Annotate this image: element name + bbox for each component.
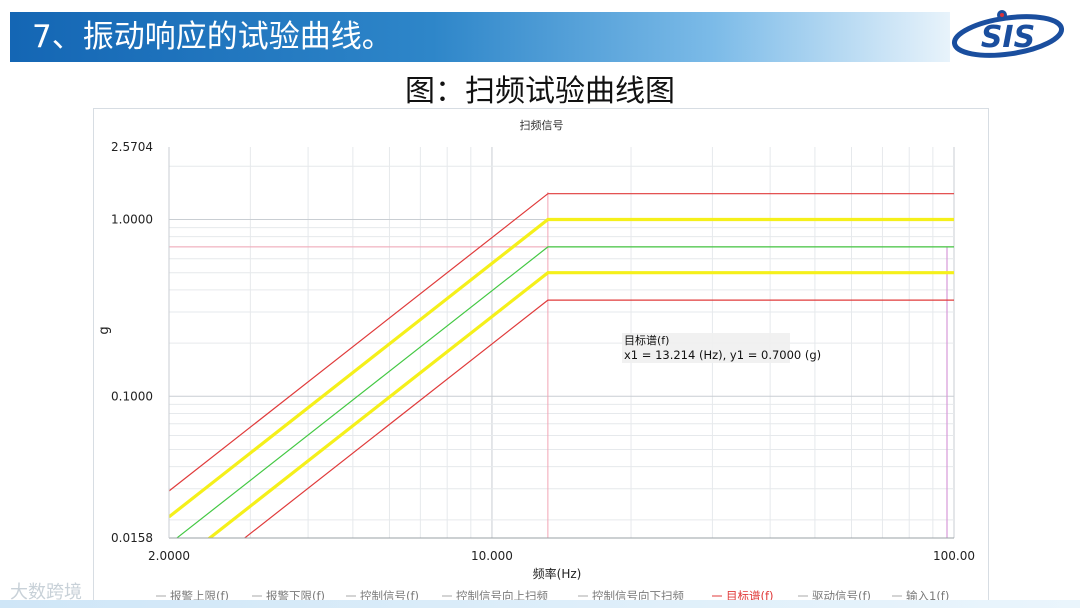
series-line-5 <box>168 246 954 545</box>
x-axis-label: 频率(Hz) <box>533 566 582 581</box>
series-line-4 <box>168 271 954 572</box>
plot-area <box>169 147 954 538</box>
legend-item: 输入1(f) <box>906 589 949 601</box>
watermark-text: 大数跨境 <box>10 582 82 603</box>
annotation-title: 目标谱(f) <box>624 333 669 347</box>
y-tick-label: 2.5704 <box>111 140 153 154</box>
plot-left-mask <box>94 109 169 601</box>
sweep-chart: 扫频信号 0.0158 0.1000 1.0000 2.5704 2.0000 10.000… <box>94 109 988 601</box>
x-tick-label: 10.000 <box>471 549 513 563</box>
legend-item: 报警上限(f) <box>170 589 229 601</box>
figure-title: 图：扫频试验曲线图 <box>405 74 675 109</box>
legend-item: 报警下限(f) <box>266 589 325 601</box>
bottom-stripe <box>0 600 1080 608</box>
plot-bottom-mask <box>94 538 988 601</box>
x-tick-label: 100.00 <box>933 549 975 563</box>
annotation-text: x1 = 13.214 (Hz), y1 = 0.7000 (g) <box>624 348 821 362</box>
chart-panel: 扫频信号 0.0158 0.1000 1.0000 2.5704 2.0000 10.000… <box>93 108 989 602</box>
legend-item: 目标谱(f) <box>726 589 774 601</box>
cursor-annotation: 目标谱(f)x1 = 13.214 (Hz), y1 = 0.7000 (g) <box>622 333 821 363</box>
x-tick-label: 2.0000 <box>148 549 190 563</box>
slide-title: 7、振动响应的试验曲线。 <box>32 19 393 55</box>
legend: 报警上限(f) 报警下限(f) 控制信号(f) 控制信号向上扫频 控制信号向下扫频 目标谱… <box>156 589 949 601</box>
legend-item: 控制信号(f) <box>360 589 419 601</box>
y-tick-label: 0.0158 <box>111 531 153 545</box>
y-axis-label: g <box>97 326 112 334</box>
y-tick-label: 1.0000 <box>111 212 153 226</box>
series-line-1 <box>168 193 954 492</box>
y-tick-label: 0.1000 <box>111 389 153 403</box>
header-banner: 7、振动响应的试验曲线。 <box>10 12 950 62</box>
sis-logo: SIS <box>951 10 1065 58</box>
annotation-box <box>622 333 790 363</box>
chart-title: 扫频信号 <box>520 118 564 132</box>
series-line-2 <box>168 299 954 598</box>
legend-item: 控制信号向上扫频 <box>456 589 548 601</box>
series-line-3 <box>168 217 954 519</box>
legend-item: 驱动信号(f) <box>812 589 871 601</box>
legend-item: 控制信号向下扫频 <box>592 589 684 601</box>
logo-text: SIS <box>981 20 1035 55</box>
